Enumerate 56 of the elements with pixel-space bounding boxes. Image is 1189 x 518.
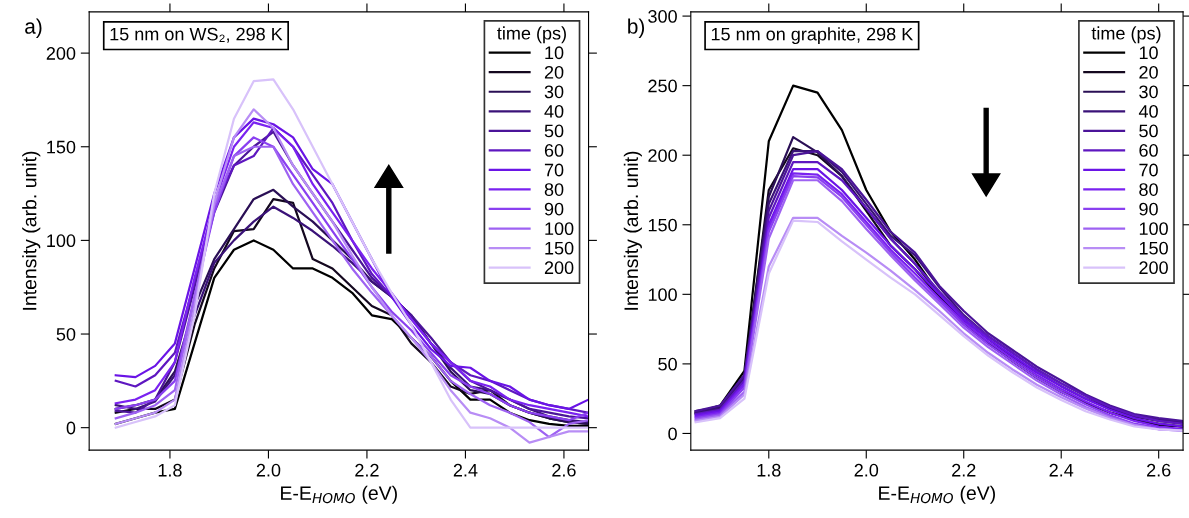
y-axis-title: Intensity (arb. unit) <box>623 151 642 310</box>
legend-label: 80 <box>1139 183 1158 196</box>
y-tick-label: 150 <box>47 140 76 154</box>
legend-title: time (ps) <box>497 26 566 44</box>
legend-label: 50 <box>544 124 564 138</box>
legend-label: 10 <box>1139 46 1158 60</box>
y-tick-label: 0 <box>668 427 677 441</box>
y-tick-label: 200 <box>648 149 677 162</box>
legend-label: 90 <box>544 202 564 216</box>
y-axis-title: Intensity (arb. unit) <box>22 151 41 310</box>
y-tick-label: 100 <box>47 234 76 248</box>
x-axis-title: E-E$_{HOMO}$ (eV) <box>281 485 397 504</box>
legend-label: 200 <box>1139 261 1168 275</box>
legend-label: 10 <box>545 46 564 60</box>
legend-label: 60 <box>1139 144 1158 157</box>
x-tick-label: 2.0 <box>854 463 879 477</box>
y-tick-label: 150 <box>648 218 677 232</box>
annotation: 15 nm on WS₂, 298 K <box>110 27 283 43</box>
legend-label: 50 <box>1139 124 1158 138</box>
legend-label: 80 <box>544 183 564 196</box>
legend-label: 30 <box>1139 85 1158 99</box>
legend-label: 40 <box>544 104 564 118</box>
x-tick-label: 1.8 <box>158 463 182 477</box>
legend-label: 20 <box>1139 65 1158 79</box>
x-tick-label: 2.4 <box>453 463 478 477</box>
legend-label: 20 <box>544 65 564 79</box>
chart-title: a) <box>25 18 42 38</box>
annotation: 15 nm on graphite, 298 K <box>711 27 914 45</box>
x-tick-label: 2.4 <box>1049 463 1074 477</box>
x-tick-label: 2.2 <box>952 463 976 477</box>
legend-label: 40 <box>1138 104 1158 118</box>
y-tick-label: 50 <box>658 357 677 371</box>
y-tick-label: 300 <box>648 10 677 23</box>
legend-label: 70 <box>1139 163 1158 177</box>
x-tick-label: 1.8 <box>757 463 781 477</box>
legend-title: time (ps) <box>1091 26 1161 44</box>
x-tick-label: 2.6 <box>1147 463 1171 477</box>
y-tick-label: 100 <box>648 288 677 302</box>
legend-label: 200 <box>544 261 574 275</box>
legend-label: 90 <box>1139 202 1158 216</box>
x-tick-label: 2.2 <box>355 463 379 477</box>
y-tick-label: 50 <box>56 327 76 341</box>
legend-label: 150 <box>545 241 574 255</box>
chart-title: b) <box>628 18 645 38</box>
y-tick-label: 250 <box>648 79 677 93</box>
x-axis-title: E-E$_{HOMO}$ (eV) <box>879 485 995 504</box>
x-tick-label: 2.0 <box>256 463 281 477</box>
legend-label: 60 <box>544 144 564 157</box>
legend-label: 70 <box>544 163 564 177</box>
legend-label: 100 <box>1139 222 1168 236</box>
legend-label: 150 <box>1139 241 1168 255</box>
y-tick-label: 0 <box>66 421 76 435</box>
y-tick-label: 200 <box>46 47 76 60</box>
legend-label: 30 <box>544 85 564 99</box>
legend-label: 100 <box>545 222 574 236</box>
x-tick-label: 2.6 <box>552 463 576 477</box>
